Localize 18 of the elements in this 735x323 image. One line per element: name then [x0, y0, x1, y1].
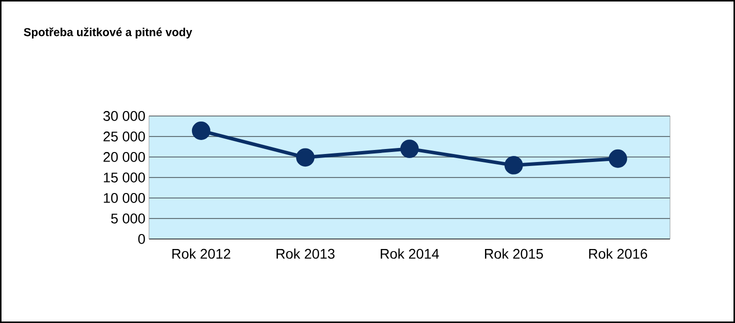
y-tick-label: 30 000 — [103, 111, 145, 121]
point — [296, 148, 315, 167]
chart-title: Spotřeba užitkové a pitné vody — [24, 28, 192, 38]
y-tick-label: 0 — [138, 234, 145, 244]
point — [504, 156, 523, 174]
point — [192, 122, 210, 140]
y-tick-label: 10 000 — [104, 193, 145, 203]
x-tick-label: Rok 2016 — [589, 248, 648, 259]
x-tick-label: Rok 2015 — [484, 248, 543, 259]
y-tick-label: 5 000 — [111, 214, 145, 224]
y-tick-label: 25 000 — [104, 132, 145, 142]
y-tick-label: 15 000 — [104, 172, 145, 182]
x-tick-label: Rok 2014 — [380, 248, 439, 259]
x-tick-label: Rok 2012 — [172, 248, 230, 259]
y-tick-label: 20 000 — [104, 152, 145, 162]
point — [400, 140, 419, 158]
point — [608, 149, 628, 168]
x-tick-label: Rok 2013 — [276, 248, 335, 259]
